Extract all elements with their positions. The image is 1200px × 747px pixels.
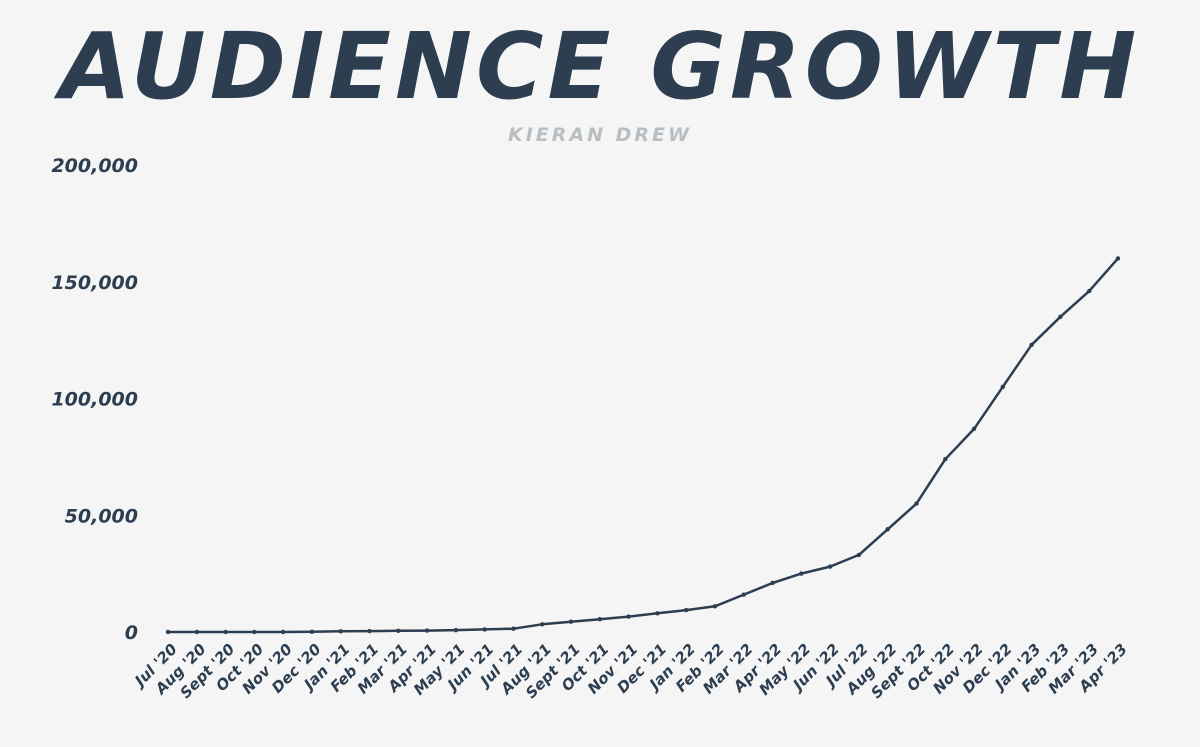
y-tick-label: 0 — [125, 622, 138, 644]
data-point — [799, 571, 804, 576]
data-point — [885, 527, 890, 532]
data-point — [424, 628, 430, 633]
y-tick-label: 150,000 — [51, 272, 138, 294]
data-point — [770, 580, 775, 586]
data-point — [568, 619, 574, 624]
y-tick-label: 200,000 — [51, 155, 138, 177]
data-point — [914, 501, 919, 506]
data-point — [280, 629, 286, 635]
data-point — [1058, 314, 1063, 319]
plot-area — [165, 256, 1121, 635]
data-point — [367, 628, 372, 634]
chart-subtitle: KIERAN DREW — [508, 124, 692, 146]
data-point — [511, 626, 516, 631]
chart-title: AUDIENCE GROWTH — [59, 13, 1141, 120]
data-point — [683, 607, 689, 613]
data-point — [856, 552, 862, 558]
data-point — [655, 611, 660, 616]
data-point — [741, 592, 746, 597]
data-point — [194, 629, 199, 635]
data-point — [396, 628, 401, 634]
y-tick-label: 50,000 — [65, 505, 138, 527]
data-point — [165, 629, 171, 635]
data-point — [1029, 342, 1034, 347]
data-point — [1087, 288, 1092, 294]
data-point — [971, 426, 977, 432]
data-point — [827, 564, 833, 569]
data-point — [223, 629, 228, 635]
data-point — [943, 457, 948, 462]
data-point — [482, 627, 487, 632]
data-point — [626, 614, 631, 619]
data-point — [338, 629, 343, 634]
data-point — [597, 616, 603, 622]
data-point — [1000, 384, 1006, 390]
data-point — [309, 629, 315, 634]
y-tick-label: 100,000 — [51, 389, 138, 411]
data-point — [252, 629, 257, 635]
data-point — [453, 627, 459, 633]
series-line — [168, 257, 1119, 634]
data-point — [1115, 256, 1121, 261]
y-axis: 200,000 150,000 100,000 50,000 0 — [51, 155, 138, 644]
data-point — [540, 622, 545, 627]
data-point — [712, 604, 718, 609]
